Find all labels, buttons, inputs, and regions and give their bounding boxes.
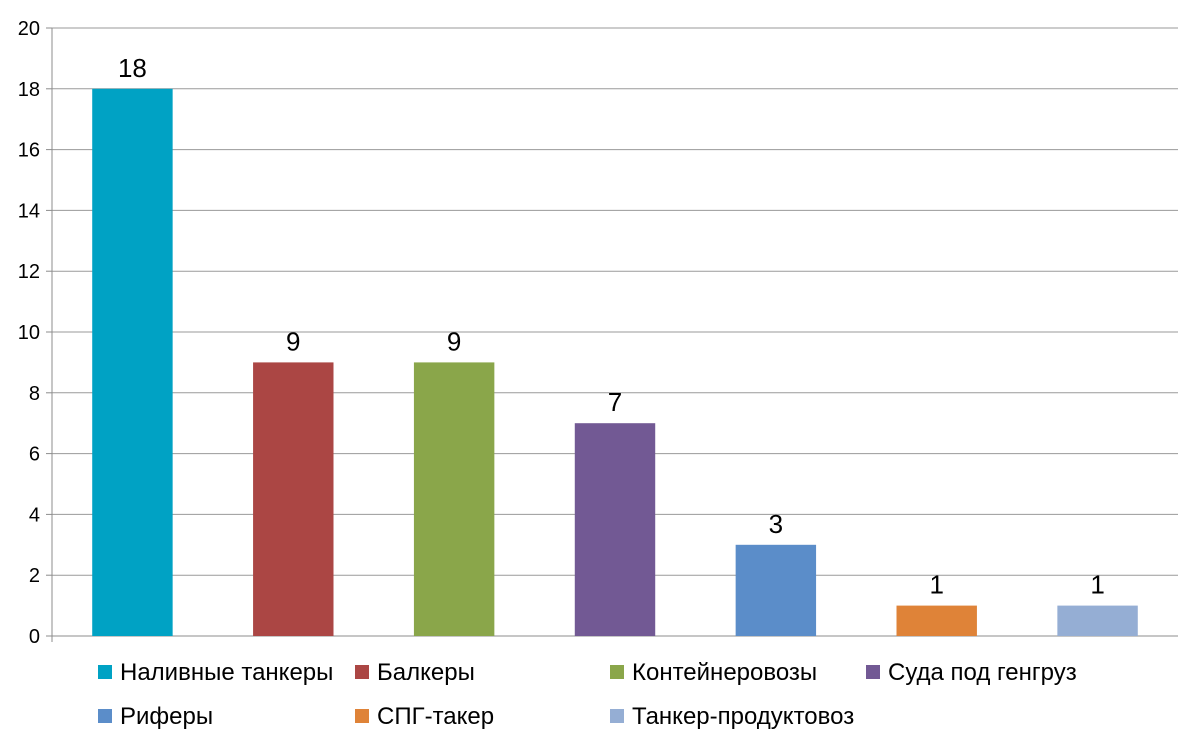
data-label: 9 [286, 326, 300, 356]
data-label: 3 [769, 509, 783, 539]
legend-label: Танкер-продуктовоз [632, 703, 854, 730]
y-tick-label: 0 [29, 626, 40, 648]
data-label: 9 [447, 326, 461, 356]
bar [1057, 605, 1138, 636]
y-tick-label: 10 [18, 322, 40, 344]
y-tick-label: 2 [29, 565, 40, 587]
data-label: 1 [929, 570, 943, 600]
bar [574, 423, 656, 636]
legend-label: Контейнеровозы [632, 659, 817, 686]
bar [896, 605, 977, 636]
y-tick-label: 8 [29, 383, 40, 405]
legend-swatch [355, 665, 369, 679]
y-tick-label: 20 [18, 18, 40, 40]
legend-swatch [610, 709, 624, 723]
bar [92, 88, 173, 637]
bar [413, 362, 495, 636]
data-label: 1 [1090, 570, 1104, 600]
y-tick-label: 14 [18, 200, 40, 222]
legend-label: Наливные танкеры [120, 659, 333, 686]
legend-label: Суда под генгруз [888, 659, 1077, 686]
legend-label: Балкеры [377, 659, 475, 686]
y-tick-label: 4 [29, 504, 40, 526]
legend-label: СПГ-такер [377, 703, 494, 730]
legend-swatch [98, 665, 112, 679]
legend-swatch [610, 665, 624, 679]
y-tick-label: 16 [18, 140, 40, 162]
data-label: 7 [608, 387, 622, 417]
y-tick-label: 18 [18, 79, 40, 101]
legend-swatch [98, 709, 112, 723]
y-tick-label: 6 [29, 444, 40, 466]
legend-label: Риферы [120, 703, 213, 730]
y-tick-label: 12 [18, 261, 40, 283]
bar [253, 362, 334, 636]
legend-swatch [355, 709, 369, 723]
bar [735, 544, 817, 636]
legend-swatch [866, 665, 880, 679]
data-label: 18 [118, 53, 147, 83]
